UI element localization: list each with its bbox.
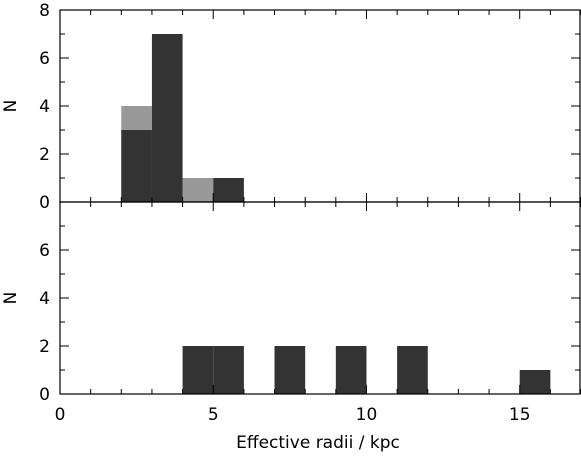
histogram-bar [182,346,214,394]
histogram-bar [151,34,183,202]
y-tick-label: 2 [39,145,50,165]
x-tick-label: 15 [509,405,531,425]
bottom-histogram-panel: 0 2 4 6 N 0 5 10 15 [1,201,581,425]
y-axis-title: N [1,292,21,305]
y-tick-label: 8 [39,1,50,21]
y-tick-label: 4 [39,97,50,117]
y-tick-label: 4 [39,289,50,309]
histogram-bar [397,346,428,394]
y-tick-label: 2 [39,337,50,357]
histogram-bar [213,178,244,202]
x-tick-label: 0 [55,405,66,425]
x-tick-label: 5 [208,405,219,425]
y-tick-label: 0 [39,193,50,213]
histogram-bar [121,130,152,202]
top-histogram-panel: 0 2 4 6 8 N [1,1,581,213]
x-axis-title: Effective radii / kpc [236,433,400,453]
histogram-bar [213,346,244,394]
y-axis-title: N [1,100,21,113]
x-tick-label: 10 [356,405,378,425]
histogram-bar [519,370,551,394]
plot-frame [59,201,581,395]
y-tick-label: 0 [39,385,50,405]
histogram-bar [182,178,214,202]
y-tick-label: 6 [39,49,50,69]
y-tick-label: 6 [39,241,50,261]
histogram-bar [335,346,367,394]
histogram-bar [274,346,306,394]
